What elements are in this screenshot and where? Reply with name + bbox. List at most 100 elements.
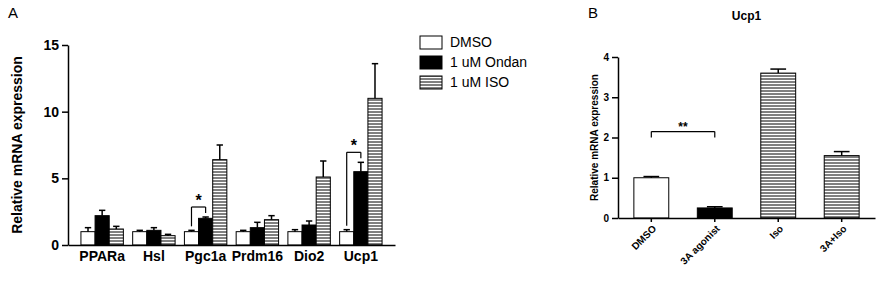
tick-label: 2 xyxy=(603,132,609,143)
error-cap xyxy=(202,216,208,218)
error-cap xyxy=(188,230,194,232)
bar xyxy=(213,160,227,245)
tick-label: Ucp1 xyxy=(344,248,378,264)
tick-mark xyxy=(62,45,68,47)
y-axis: 0 1 2 3 4 xyxy=(603,52,618,224)
tick-label: 3A agonist xyxy=(678,222,722,266)
tick-mark xyxy=(612,137,618,139)
legend-swatch xyxy=(420,56,442,69)
error-cap xyxy=(770,68,786,70)
legend-label: DMSO xyxy=(450,34,492,50)
bar xyxy=(824,156,859,218)
tick: Ucp1 xyxy=(344,245,378,264)
x-axis: DMSO 3A agonist Iso 3A+Iso xyxy=(619,218,876,267)
significance: ** xyxy=(651,120,714,138)
tick-mark xyxy=(612,57,618,59)
tick-label: 10 xyxy=(43,104,59,120)
sig-bracket-leg xyxy=(346,152,347,225)
error-bar xyxy=(257,222,259,227)
tick-label: Iso xyxy=(767,223,785,241)
tick: 15 xyxy=(43,37,68,53)
legend-label: 1 uM ISO xyxy=(450,74,509,90)
error-cap xyxy=(85,227,91,229)
bar xyxy=(302,225,316,245)
tick: 0 xyxy=(51,237,68,253)
tick-label: 15 xyxy=(43,37,59,53)
plot-area xyxy=(634,69,859,218)
error-cap xyxy=(99,210,105,212)
bar xyxy=(634,178,669,218)
tick-label: 4 xyxy=(603,52,609,63)
tick: DMSO xyxy=(629,218,658,252)
legend-swatch xyxy=(420,36,442,49)
tick-label: 0 xyxy=(603,213,609,224)
tick-mark xyxy=(651,218,653,222)
tick: 3 xyxy=(603,92,618,103)
tick-label: 3 xyxy=(603,92,609,103)
tick-label: PPARa xyxy=(79,248,125,264)
axis-line xyxy=(69,245,396,247)
tick-label: DMSO xyxy=(629,223,658,252)
tick-mark xyxy=(612,178,618,180)
error-cap xyxy=(268,215,274,217)
tick-label: Dio2 xyxy=(294,248,325,264)
tick-label: 3A+Iso xyxy=(818,223,849,254)
tick-mark xyxy=(841,218,843,222)
bar xyxy=(316,177,330,245)
error-cap xyxy=(217,144,223,146)
error-cap xyxy=(372,63,378,65)
significance-label: * xyxy=(195,192,202,209)
figure: 051015PPARaHslPgc1aPrdm16Dio2Ucp1Relativ… xyxy=(0,0,887,286)
tick-mark xyxy=(777,218,779,222)
error-cap xyxy=(137,230,143,232)
error-cap xyxy=(292,229,298,231)
sig-bracket-leg xyxy=(191,207,192,226)
tick: 4 xyxy=(603,52,618,63)
bar xyxy=(761,73,796,218)
bar xyxy=(147,230,161,245)
tick-mark xyxy=(62,245,68,247)
error-bar xyxy=(374,64,376,99)
chart-title: Ucp1 xyxy=(732,9,762,23)
tick-label: Pgc1a xyxy=(185,248,226,264)
bar xyxy=(340,232,354,245)
tick-label: 0 xyxy=(51,237,59,253)
legend: DMSO 1 uM Ondan 1 uM ISO xyxy=(420,34,527,90)
error-cap xyxy=(254,222,260,224)
significance-label: * xyxy=(351,137,358,154)
tick: 3A agonist xyxy=(678,218,722,267)
sig-bracket-leg xyxy=(651,132,652,138)
tick: PPARa xyxy=(79,245,125,264)
error-cap xyxy=(151,227,157,229)
y-axis-title: Relative mRNA expression xyxy=(589,74,600,201)
axis-line xyxy=(68,46,70,246)
error-cap xyxy=(113,226,119,228)
error-cap xyxy=(707,206,723,208)
tick-mark xyxy=(714,218,716,222)
significance: * xyxy=(347,137,361,225)
significance-label: ** xyxy=(678,120,688,134)
bar xyxy=(697,208,732,218)
legend-label: 1 uM Ondan xyxy=(450,54,527,70)
axis-line xyxy=(619,218,876,220)
sig-bracket-leg xyxy=(205,207,206,213)
panel-label: B xyxy=(588,4,598,21)
bar xyxy=(288,232,302,245)
tick-label: Hsl xyxy=(143,248,165,264)
tick-mark xyxy=(612,97,618,99)
y-axis: 051015 xyxy=(43,37,68,253)
tick: Iso xyxy=(767,218,785,241)
bar xyxy=(161,236,175,245)
bar xyxy=(199,218,213,245)
bar xyxy=(368,98,382,245)
error-cap xyxy=(320,160,326,162)
error-cap xyxy=(306,220,312,222)
sig-bracket-leg xyxy=(360,152,361,158)
error-bar xyxy=(360,162,362,171)
tick: Hsl xyxy=(143,245,165,264)
y-axis-title: Relative mRNA expression xyxy=(9,56,25,234)
bar xyxy=(264,220,278,245)
tick: 1 xyxy=(603,172,618,183)
tick-mark xyxy=(62,178,68,180)
sig-bracket-leg xyxy=(714,132,715,138)
